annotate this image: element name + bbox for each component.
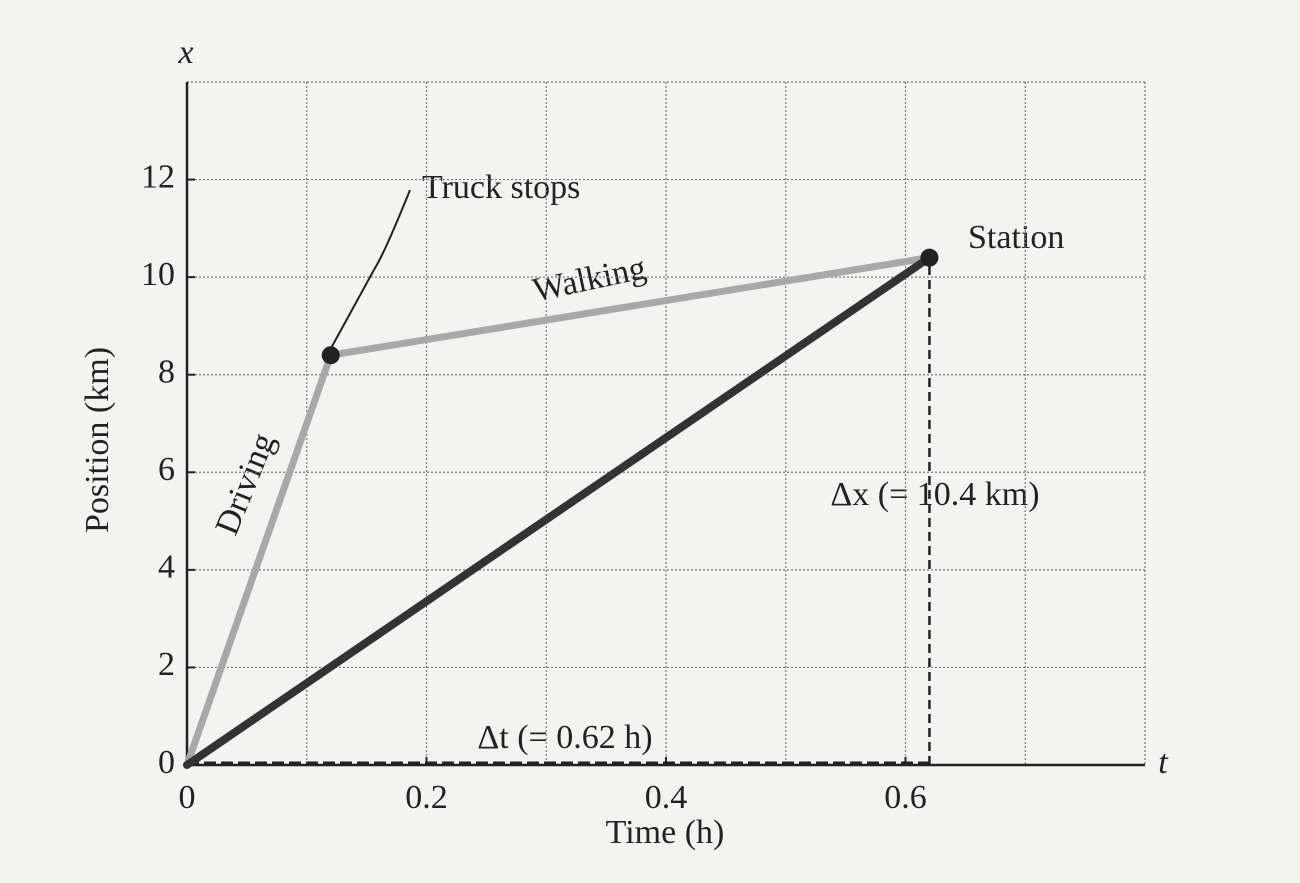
x-tick-label: 0.4	[645, 779, 688, 816]
y-axis-label: Position (km)	[79, 347, 116, 533]
y-axis-symbol: x	[177, 34, 193, 71]
annotation: Δx (= 10.4 km)	[830, 476, 1039, 513]
y-tick-label: 2	[158, 646, 175, 683]
y-tick-label: 6	[158, 451, 175, 488]
point	[321, 346, 340, 365]
annotation: Truck stops	[422, 169, 580, 206]
annotation: Station	[968, 219, 1064, 256]
y-tick-label: 12	[141, 158, 175, 195]
x-tick-label: 0.6	[884, 779, 927, 816]
point	[920, 248, 939, 267]
series-line	[183, 253, 934, 769]
x-axis-symbol: t	[1158, 744, 1169, 781]
annotation: Δt (= 0.62 h)	[477, 719, 652, 756]
y-tick-label: 8	[158, 354, 175, 391]
annotation-leader	[329, 189, 411, 351]
y-tick-label: 10	[141, 256, 175, 293]
x-tick-label: 0	[179, 779, 196, 816]
y-tick-label: 4	[158, 549, 175, 586]
x-tick-label: 0.2	[405, 779, 448, 816]
y-tick-label: 0	[158, 744, 175, 781]
x-axis-label: Time (h)	[606, 814, 725, 851]
